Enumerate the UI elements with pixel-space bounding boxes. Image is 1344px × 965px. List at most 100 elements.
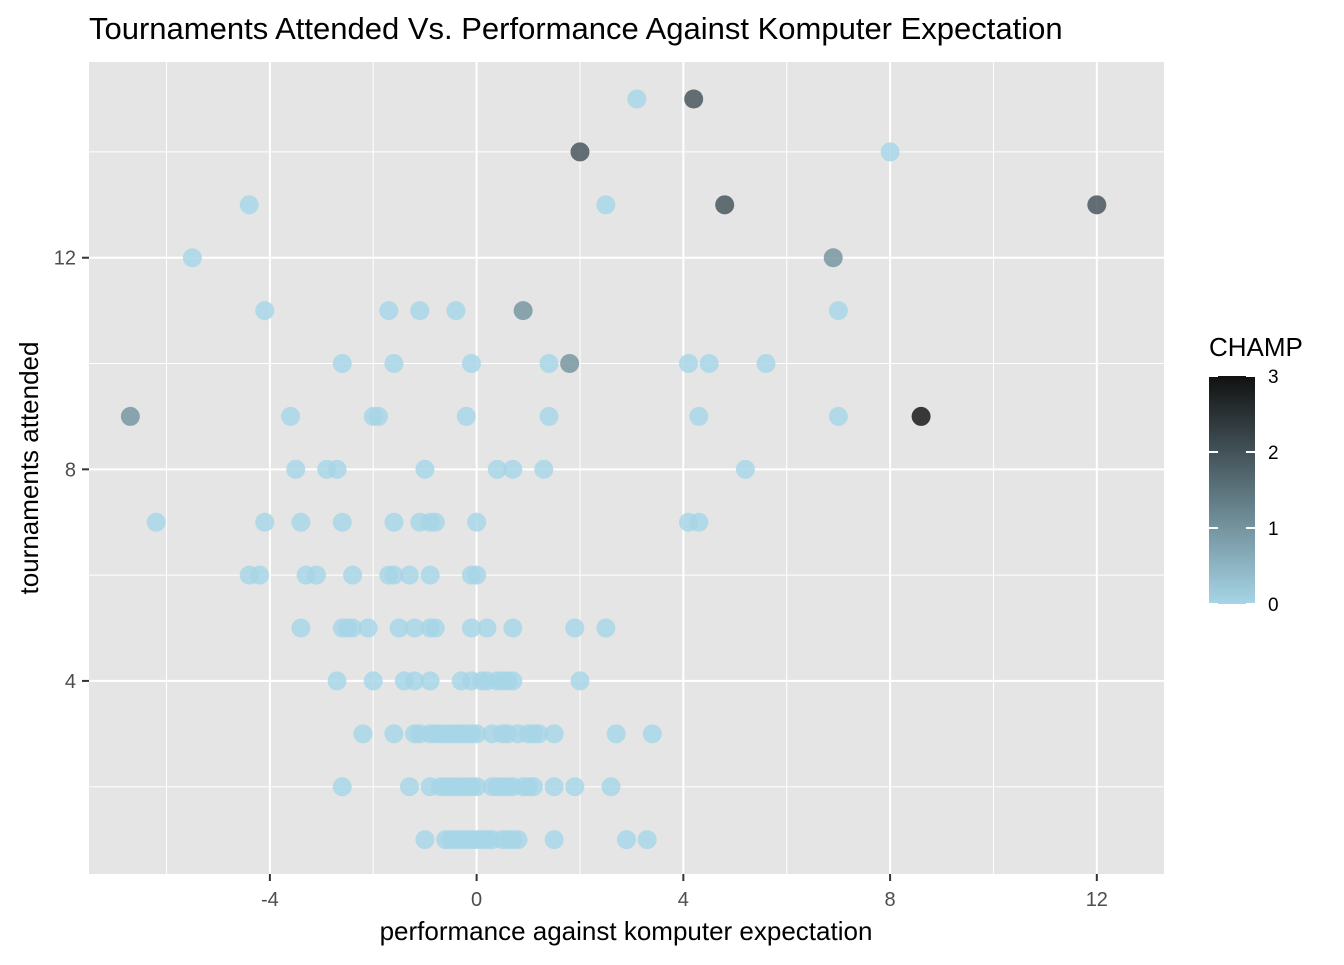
- data-point: [523, 777, 543, 797]
- data-point: [286, 459, 306, 479]
- data-point: [477, 618, 497, 638]
- data-point: [343, 565, 363, 585]
- data-point: [368, 406, 388, 426]
- data-point: [828, 301, 848, 321]
- data-point: [255, 301, 275, 321]
- data-point: [617, 830, 636, 850]
- data-point: [503, 671, 523, 691]
- y-axis: 4 8 12: [54, 248, 89, 693]
- legend-tick-label: 1: [1268, 519, 1279, 540]
- data-point: [467, 724, 487, 744]
- data-point: [565, 618, 585, 638]
- data-point: [911, 406, 931, 426]
- data-point: [425, 618, 445, 638]
- data-point: [399, 777, 419, 797]
- data-point: [715, 195, 735, 215]
- data-point: [446, 301, 466, 321]
- data-point: [291, 618, 311, 638]
- data-point: [508, 830, 528, 850]
- x-axis: -4 0 4 8 12: [261, 874, 1108, 911]
- data-point: [637, 830, 657, 850]
- legend-tick-label: 2: [1268, 443, 1279, 464]
- chart-title: Tournaments Attended Vs. Performance Aga…: [89, 11, 1063, 46]
- data-point: [327, 459, 347, 479]
- data-point: [487, 459, 507, 479]
- plot-panel: [89, 62, 1164, 874]
- data-point: [565, 777, 585, 797]
- data-point: [384, 354, 404, 374]
- y-tick-label: 4: [65, 671, 76, 693]
- data-point: [467, 512, 487, 532]
- data-point: [544, 777, 564, 797]
- data-point: [389, 618, 409, 638]
- data-point: [410, 301, 430, 321]
- data-point: [570, 142, 590, 162]
- data-point: [306, 565, 326, 585]
- data-point: [415, 830, 435, 850]
- data-point: [332, 777, 352, 797]
- data-point: [596, 195, 616, 215]
- data-point: [880, 142, 900, 162]
- data-point: [461, 354, 481, 374]
- data-point: [405, 671, 425, 691]
- data-point: [534, 459, 554, 479]
- data-point: [281, 406, 301, 426]
- data-point: [544, 830, 564, 850]
- data-point: [399, 565, 419, 585]
- data-point: [642, 724, 662, 744]
- legend-colorbar: [1209, 376, 1255, 604]
- x-tick-label: 0: [471, 889, 482, 911]
- data-point: [823, 248, 843, 268]
- data-point: [503, 618, 523, 638]
- data-point: [255, 512, 275, 532]
- data-point: [828, 406, 848, 426]
- data-point: [1087, 195, 1107, 215]
- data-point: [627, 89, 647, 109]
- y-axis-title: tournaments attended: [14, 342, 44, 595]
- data-point: [539, 406, 559, 426]
- data-point: [570, 671, 590, 691]
- data-point: [684, 89, 704, 109]
- data-point: [363, 671, 383, 691]
- data-point: [529, 724, 549, 744]
- data-point: [146, 512, 166, 532]
- x-tick-label: 8: [885, 889, 896, 911]
- legend: CHAMP 0 1 2 3: [1209, 332, 1303, 616]
- data-point: [379, 301, 399, 321]
- data-points: [120, 89, 1107, 850]
- y-tick-label: 8: [65, 459, 76, 481]
- legend-tick-label: 3: [1268, 367, 1279, 388]
- data-point: [467, 565, 487, 585]
- data-point: [461, 618, 481, 638]
- data-point: [332, 512, 352, 532]
- data-point: [756, 354, 776, 374]
- data-point: [513, 301, 533, 321]
- x-tick-label: 12: [1086, 889, 1108, 911]
- data-point: [353, 724, 373, 744]
- data-point: [405, 618, 425, 638]
- data-point: [467, 777, 487, 797]
- data-point: [120, 406, 140, 426]
- data-point: [239, 195, 259, 215]
- legend-tick-label: 0: [1268, 595, 1279, 616]
- data-point: [544, 724, 564, 744]
- data-point: [384, 724, 404, 744]
- x-tick-label: -4: [261, 889, 279, 911]
- data-point: [291, 512, 311, 532]
- data-point: [384, 512, 404, 532]
- data-point: [182, 248, 202, 268]
- data-point: [689, 406, 709, 426]
- data-point: [539, 354, 559, 374]
- grid-major: [89, 62, 1164, 874]
- data-point: [596, 618, 616, 638]
- data-point: [699, 354, 719, 374]
- data-point: [358, 618, 378, 638]
- data-point: [456, 406, 476, 426]
- data-point: [503, 459, 523, 479]
- data-point: [601, 777, 621, 797]
- data-point: [415, 459, 435, 479]
- data-point: [332, 354, 352, 374]
- data-point: [420, 671, 440, 691]
